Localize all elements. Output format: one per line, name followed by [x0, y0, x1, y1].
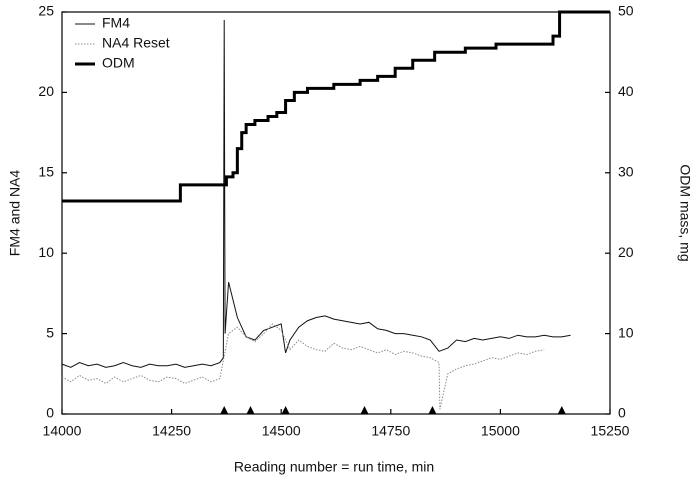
- legend-label: FM4: [102, 15, 130, 31]
- y-tick-label: 20: [38, 83, 54, 99]
- y-tick-label: 0: [46, 405, 54, 421]
- x-axis-label: Reading number = run time, min: [234, 459, 434, 475]
- x-tick-label: 14750: [371, 423, 410, 439]
- x-tick-label: 14250: [152, 423, 191, 439]
- event-marker: [246, 406, 255, 414]
- x-tick-label: 15000: [481, 423, 520, 439]
- y2-tick-label: 50: [618, 3, 634, 19]
- series-line: [61, 20, 571, 368]
- legend-label: NA4 Reset: [102, 35, 170, 51]
- x-tick-label: 14000: [43, 423, 82, 439]
- y2-axis-label: ODM mass, mg: [677, 164, 693, 261]
- event-marker: [428, 406, 437, 414]
- y-tick-label: 25: [38, 3, 54, 19]
- y2-tick-label: 30: [618, 164, 634, 180]
- legend-label: ODM: [102, 55, 135, 71]
- y2-tick-label: 20: [618, 244, 634, 260]
- event-marker: [360, 406, 369, 414]
- x-tick-label: 15250: [591, 423, 630, 439]
- event-marker: [557, 406, 566, 414]
- series-line: [62, 10, 610, 203]
- event-marker: [220, 406, 229, 414]
- plot-frame: [61, 11, 611, 415]
- y-tick-label: 10: [38, 244, 54, 260]
- y2-tick-label: 0: [618, 405, 626, 421]
- y-tick-label: 5: [46, 324, 54, 340]
- x-tick-label: 14500: [262, 423, 301, 439]
- y2-tick-label: 10: [618, 324, 634, 340]
- event-marker: [281, 406, 290, 414]
- y2-tick-label: 40: [618, 83, 634, 99]
- y-axis-label: FM4 and NA4: [7, 170, 23, 257]
- y-tick-label: 15: [38, 164, 54, 180]
